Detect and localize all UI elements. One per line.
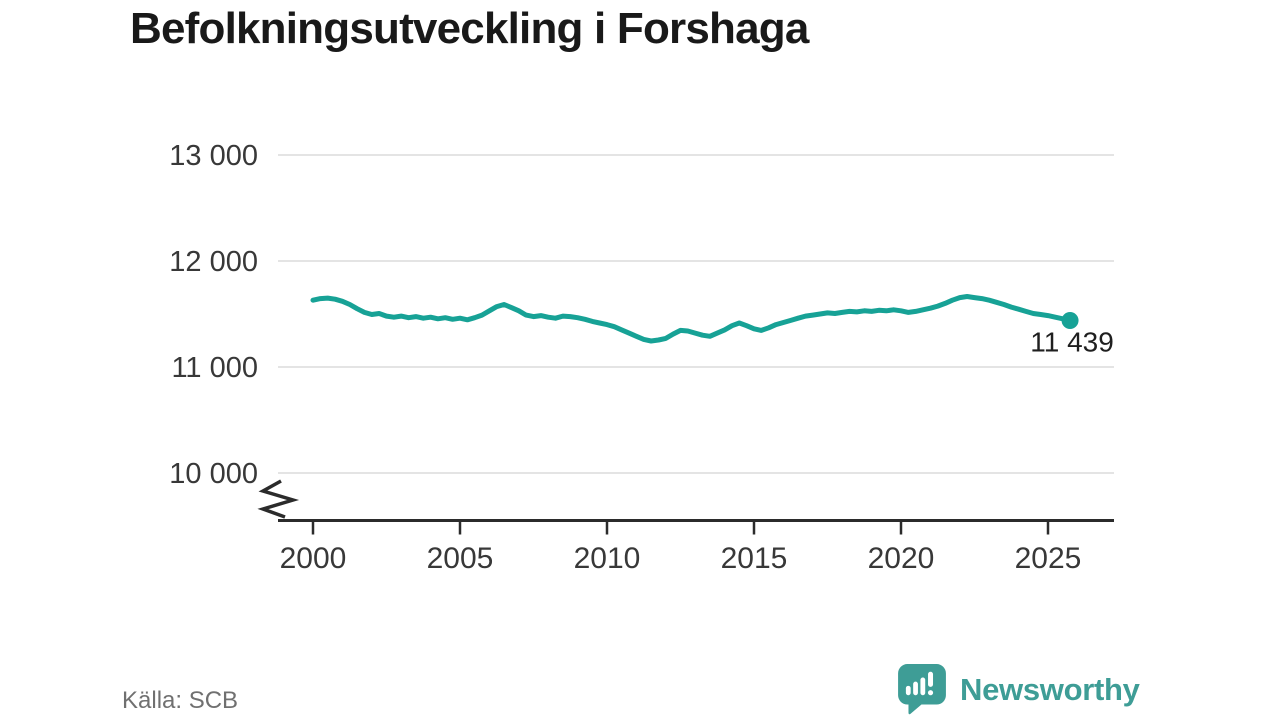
chart-title: Befolkningsutveckling i Forshaga [130,4,809,53]
x-tick-label: 2015 [721,542,788,575]
newsworthy-logo: Newsworthy [897,664,1140,716]
latest-point-marker [1061,311,1079,329]
source-label: Källa: SCB [122,687,239,714]
population-line [310,294,1073,344]
newsworthy-speech-bubble-bar-chart-icon [898,664,946,715]
y-tick-label: 10 000 [169,458,258,490]
x-tick-label: 2025 [1015,542,1082,575]
axis-break-icon [257,479,300,519]
x-tick-label: 2010 [574,542,641,575]
x-tick-label: 2005 [427,542,494,575]
newsworthy-logo-text: Newsworthy [960,672,1140,707]
y-tick-label: 11 000 [171,352,258,384]
latest-value-annotation: 11 439 [1030,326,1114,357]
x-tick-label: 2000 [280,542,347,575]
population-line-chart: 10 000 11 000 12 000 13 000 2000 2005 2010 2015… [169,140,1114,575]
x-tick-label: 2020 [868,542,935,575]
y-tick-label: 13 000 [169,140,258,172]
y-tick-label: 12 000 [169,246,258,278]
